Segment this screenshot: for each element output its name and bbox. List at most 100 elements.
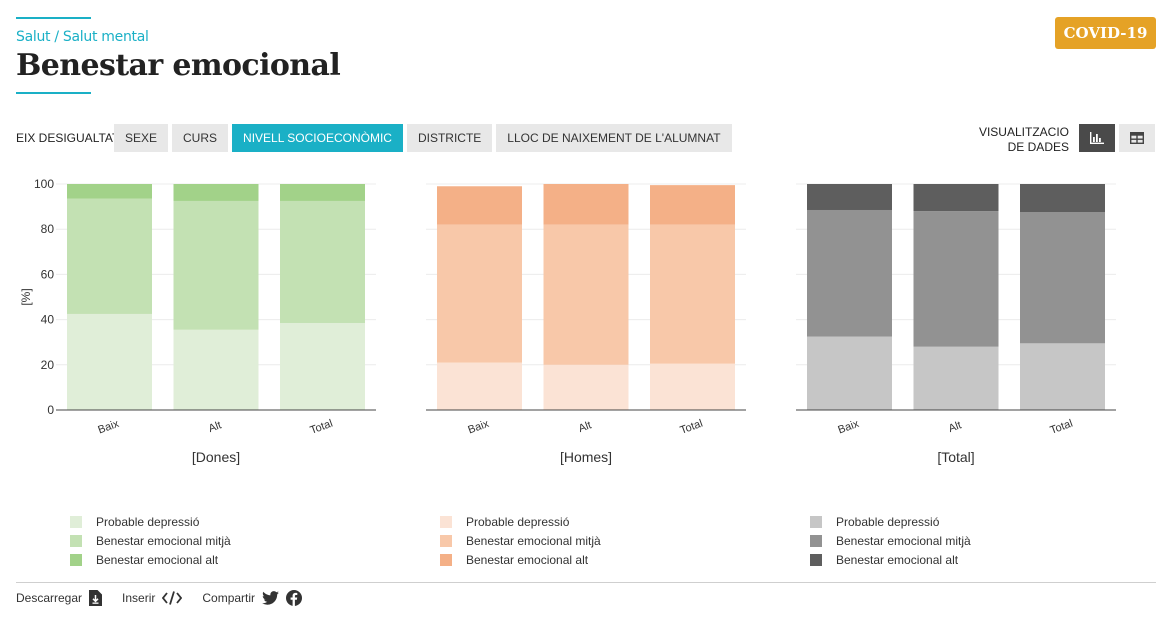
y-tick-label: 100 [34,177,54,191]
legend-item[interactable]: Probable depressió [70,512,231,531]
y-tick-label: 0 [47,403,54,417]
y-tick-label: 40 [41,313,55,327]
bar-segment [650,363,735,410]
breadcrumb[interactable]: Salut / Salut mental [16,29,149,45]
legend-item[interactable]: Benestar emocional mitjà [440,531,601,550]
legend-label: Probable depressió [96,514,200,529]
table-view-button[interactable] [1119,124,1155,152]
bar-segment [437,186,522,225]
legend-swatch [70,515,82,528]
legend-swatch [810,515,822,528]
tab-nivell-socioeconomic[interactable]: NIVELL SOCIOECONÒMIC [232,124,403,152]
bar-segment [913,346,999,410]
x-tick-label: Alt [207,419,223,435]
page-title: Benestar emocional [16,48,341,83]
code-icon [162,591,183,605]
embed-label: Inserir [122,591,156,605]
legend-label: Benestar emocional alt [96,552,219,567]
bar-segment [913,211,999,347]
bar-segment [67,313,152,410]
viz-label-line1: VISUALITZACIO [978,125,1069,139]
x-tick-label: Alt [947,419,963,435]
footer-actions: Descarregar Inserir Compartir [16,590,309,606]
x-axis-label: [Total] [937,449,974,465]
bar-segment [1020,184,1105,213]
legend-swatch [440,553,452,566]
charts-area: 0 20 40 60 80 100 [%] Baix Alt Total [Dones] Baix Al… [19,177,1116,465]
legend-item[interactable]: Benestar emocional mitjà [810,531,971,550]
table-icon [1130,132,1144,144]
tab-districte[interactable]: DISTRICTE [406,124,493,152]
bar-segment [1020,343,1105,410]
y-tick-label: 60 [41,267,55,281]
legend-swatch [810,534,822,547]
legend-item[interactable]: Benestar emocional mitjà [70,531,231,550]
legend-swatch [70,534,82,547]
bar-segment [173,184,259,201]
data-visualization-label: VISUALITZACIO DE DADES [960,125,1069,155]
chart-view-button[interactable] [1079,124,1115,152]
bar-segment [543,364,629,410]
download-file-icon [89,590,103,606]
twitter-icon [262,591,279,605]
x-tick-label: Total [1048,418,1074,437]
download-label: Descarregar [16,591,83,605]
legend-total: Probable depressió Benestar emocional mi… [810,512,971,569]
y-tick-label: 80 [41,222,55,236]
bar-segment [650,224,735,364]
legend-label: Benestar emocional alt [466,552,589,567]
y-axis-label: [%] [19,288,33,305]
x-tick-label: Alt [577,419,593,435]
embed-button[interactable]: Inserir [122,591,183,605]
tab-curs[interactable]: CURS [172,124,229,152]
legend-label: Benestar emocional mitjà [96,533,231,548]
x-axis-label: [Homes] [560,449,612,465]
legend-swatch [810,553,822,566]
bar-segment [280,200,365,323]
download-button[interactable]: Descarregar [16,590,103,606]
bar-segment [173,329,259,410]
legend-item[interactable]: Benestar emocional alt [70,550,231,569]
bar-segment [437,224,522,363]
legend-item[interactable]: Probable depressió [810,512,971,531]
x-tick-label: Baix [836,418,861,437]
legend-item[interactable]: Benestar emocional alt [810,550,971,569]
x-axis-label: [Dones] [192,449,240,465]
legend-swatch [440,534,452,547]
covid-badge[interactable]: COVID-19 [1055,17,1156,49]
tab-lloc-naixement[interactable]: LLOC DE NAIXEMENT DE L'ALUMNAT [496,124,732,152]
legend-homes: Probable depressió Benestar emocional mi… [440,512,601,569]
inequality-axis-tabs: SEXE CURS NIVELL SOCIOECONÒMIC DISTRICTE… [114,124,732,152]
bar-segment [67,198,152,314]
bar-chart-icon [1090,132,1104,144]
title-top-rule [16,17,91,19]
bar-segment [650,185,735,225]
legend-item[interactable]: Benestar emocional alt [440,550,601,569]
legend-label: Benestar emocional mitjà [466,533,601,548]
bar-segment [807,336,892,410]
share-group: Compartir [202,590,309,606]
bar-segment [67,184,152,199]
viz-label-line2: DE DADES [1007,140,1069,154]
bar-segment [807,184,892,210]
twitter-share-button[interactable] [262,591,279,605]
bar-segment [280,322,365,410]
x-tick-label: Total [678,418,704,437]
legend-label: Probable depressió [836,514,940,529]
facebook-share-button[interactable] [286,590,303,606]
legend-dones: Probable depressió Benestar emocional mi… [70,512,231,569]
x-tick-label: Baix [96,418,121,437]
y-tick-label: 20 [41,358,55,372]
bar-segment [543,184,629,225]
share-label: Compartir [202,591,256,605]
tab-sexe[interactable]: SEXE [114,124,169,152]
bar-segment [173,200,259,330]
bar-segment [437,362,522,410]
bar-segment [1020,212,1105,344]
title-bottom-rule [16,92,91,94]
legend-label: Probable depressió [466,514,570,529]
footer-divider [16,582,1156,583]
bar-segment [280,184,365,201]
legend-item[interactable]: Probable depressió [440,512,601,531]
inequality-axis-label: EIX DESIGUALTAT [16,131,120,145]
